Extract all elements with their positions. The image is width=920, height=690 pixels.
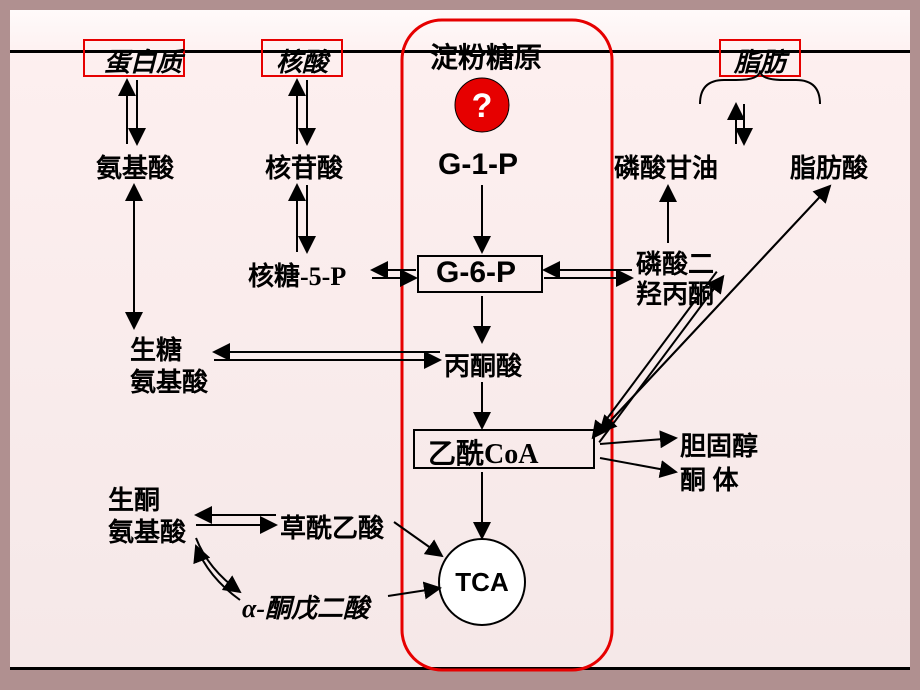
node-dhap2: 羟丙酮: [636, 274, 714, 311]
diagram-stage: ?TCA 蛋白质核酸淀粉糖原脂肪氨基酸核苷酸G-1-P磷酸甘油脂肪酸核糖-5-P…: [0, 0, 920, 690]
node-fat_lbl: 脂肪: [734, 42, 786, 79]
node-ketone: 酮 体: [680, 460, 739, 497]
node-cholesterol: 胆固醇: [680, 426, 758, 463]
node-akg: α-酮戊二酸: [242, 588, 369, 625]
node-ribose5p: 核糖-5-P: [248, 256, 346, 293]
node-amino_acid: 氨基酸: [96, 148, 174, 185]
node-fatty_acid: 脂肪酸: [790, 148, 868, 185]
node-gluco_aa2: 氨基酸: [130, 362, 208, 399]
node-g6p_lbl: G-6-P: [436, 256, 516, 290]
node-keto_aa2: 氨基酸: [108, 512, 186, 549]
node-oaa: 草酰乙酸: [280, 508, 384, 545]
node-phos_glycerol: 磷酸甘油: [614, 148, 718, 185]
node-acoa_lbl: 乙酰CoA: [428, 432, 538, 472]
node-g1p: G-1-P: [438, 148, 518, 182]
node-starch_lbl: 淀粉糖原: [430, 36, 542, 76]
node-nucleic_lbl: 核酸: [276, 42, 328, 79]
node-pyruvate: 丙酮酸: [444, 346, 522, 383]
node-protein_lbl: 蛋白质: [104, 42, 182, 79]
node-nucleotide: 核苷酸: [265, 148, 343, 185]
